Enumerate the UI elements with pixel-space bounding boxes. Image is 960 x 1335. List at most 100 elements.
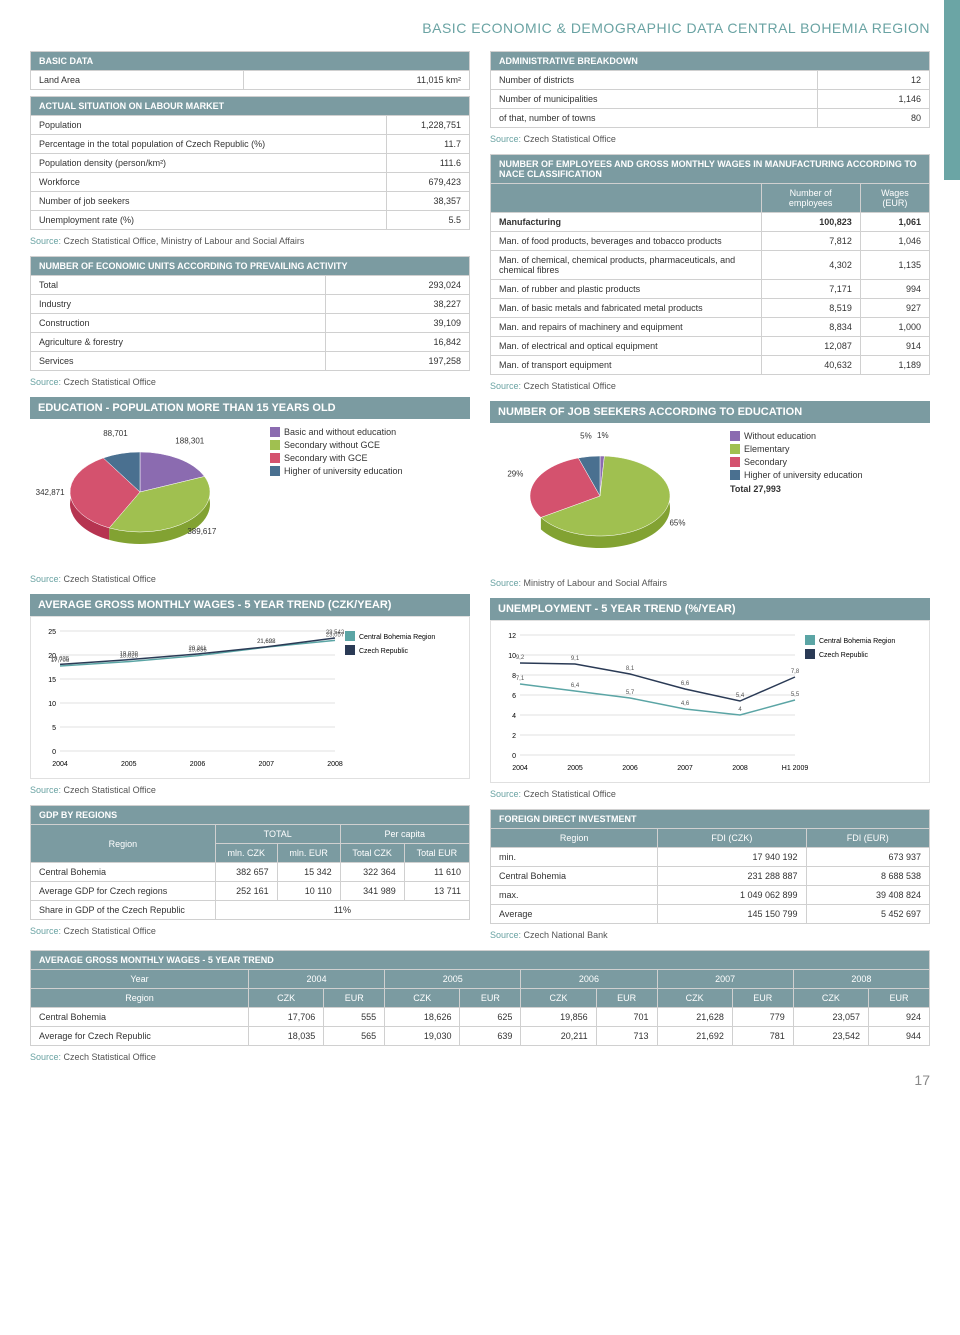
job-pie-legend: Without educationElementarySecondaryHigh… (730, 431, 863, 494)
svg-text:2006: 2006 (622, 765, 638, 772)
unemp-chart: 02468101220042005200620072008H1 20097,16… (490, 620, 930, 783)
table-row: Agriculture & forestry16,842 (31, 333, 470, 352)
legend-swatch (730, 470, 740, 480)
table-row: Population1,228,751 (31, 116, 470, 135)
svg-text:88,701: 88,701 (103, 429, 128, 438)
edu-pie-chart: 188,301389,617342,87188,701 (30, 427, 250, 570)
table-row: Number of districts12 (491, 71, 930, 90)
svg-text:4: 4 (512, 713, 516, 720)
edu-pie-header: EDUCATION - POPULATION MORE THAN 15 YEAR… (30, 397, 470, 419)
svg-text:2004: 2004 (52, 761, 68, 768)
svg-text:4: 4 (738, 707, 742, 713)
svg-text:0: 0 (52, 749, 56, 756)
table-row: Average for Czech Republic18,03556519,03… (31, 1027, 930, 1046)
page-number: 17 (30, 1072, 930, 1088)
fdi-table: FOREIGN DIRECT INVESTMENT Region FDI (CZ… (490, 809, 930, 924)
svg-text:5%: 5% (580, 432, 592, 441)
table-row: Central Bohemia231 288 8878 688 538 (491, 867, 930, 886)
table-row: Total293,024 (31, 276, 470, 295)
source-line: Source: Czech Statistical Office (30, 926, 470, 936)
table-row: Services197,258 (31, 352, 470, 371)
table-row: min.17 940 192673 937 (491, 848, 930, 867)
svg-text:5,7: 5,7 (626, 690, 635, 696)
svg-text:2008: 2008 (732, 765, 748, 772)
table-row: Man. of food products, beverages and tob… (491, 232, 930, 251)
legend-item: Higher of university education (730, 470, 863, 480)
svg-text:8,1: 8,1 (626, 666, 635, 672)
table-row: Land Area11,015 km² (31, 71, 470, 90)
source-line: Source: Czech Statistical Office (30, 574, 470, 584)
table-row: Workforce679,423 (31, 173, 470, 192)
legend-item: Higher of university education (270, 466, 403, 476)
wages-chart: 05101520252004200520062007200817,70618,6… (30, 616, 470, 779)
legend-swatch (730, 431, 740, 441)
svg-text:5,5: 5,5 (791, 692, 800, 698)
admin-table: ADMINISTRATIVE BREAKDOWN Number of distr… (490, 51, 930, 128)
basic-data-header: BASIC DATA (31, 52, 470, 71)
source-line: Source: Czech Statistical Office, Minist… (30, 236, 470, 246)
svg-text:2006: 2006 (190, 761, 206, 768)
table-row: max.1 049 062 89939 408 824 (491, 886, 930, 905)
source-line: Source: Czech Statistical Office (490, 134, 930, 144)
svg-text:2004: 2004 (512, 765, 528, 772)
svg-text:6: 6 (512, 693, 516, 700)
svg-text:Czech Republic: Czech Republic (359, 648, 409, 655)
svg-text:9,1: 9,1 (571, 656, 580, 662)
table-row: Construction39,109 (31, 314, 470, 333)
legend-item: Secondary without GCE (270, 440, 403, 450)
table-row: Man. of basic metals and fabricated meta… (491, 299, 930, 318)
svg-text:29%: 29% (507, 469, 523, 478)
legend-swatch (270, 427, 280, 437)
gdp-header: GDP BY REGIONS (31, 806, 470, 825)
legend-swatch (270, 440, 280, 450)
source-line: Source: Czech Statistical Office (30, 785, 470, 795)
svg-text:10: 10 (48, 701, 56, 708)
legend-item: Elementary (730, 444, 863, 454)
labour-header: ACTUAL SITUATION ON LABOUR MARKET (31, 97, 470, 116)
svg-text:Central Bohemia Region: Central Bohemia Region (359, 634, 435, 641)
svg-text:2005: 2005 (567, 765, 583, 772)
table-row: Man. of electrical and optical equipment… (491, 337, 930, 356)
svg-text:188,301: 188,301 (175, 437, 204, 446)
legend-item: Basic and without education (270, 427, 403, 437)
svg-text:2007: 2007 (258, 761, 274, 768)
legend-swatch (730, 444, 740, 454)
svg-text:H1 2009: H1 2009 (782, 765, 809, 772)
job-pie-header: NUMBER OF JOB SEEKERS ACCORDING TO EDUCA… (490, 401, 930, 423)
svg-text:1%: 1% (597, 431, 609, 440)
svg-text:25: 25 (48, 629, 56, 636)
svg-text:7,1: 7,1 (516, 676, 525, 682)
wage-trend-header: AVERAGE GROSS MONTHLY WAGES - 5 YEAR TRE… (31, 951, 930, 970)
table-row: Man. of rubber and plastic products7,171… (491, 280, 930, 299)
svg-text:Czech Republic: Czech Republic (819, 652, 869, 659)
table-row: Man. of chemical, chemical products, pha… (491, 251, 930, 280)
source-line: Source: Ministry of Labour and Social Af… (490, 578, 930, 588)
svg-text:342,871: 342,871 (36, 488, 65, 497)
table-row: Industry38,227 (31, 295, 470, 314)
legend-swatch (730, 457, 740, 467)
gdp-table: GDP BY REGIONS Region TOTAL Per capita m… (30, 805, 470, 920)
basic-data-table: BASIC DATA Land Area11,015 km² (30, 51, 470, 90)
svg-text:12: 12 (508, 633, 516, 640)
econ-units-table: NUMBER OF ECONOMIC UNITS ACCORDING TO PR… (30, 256, 470, 371)
econ-units-header: NUMBER OF ECONOMIC UNITS ACCORDING TO PR… (31, 257, 470, 276)
svg-text:0: 0 (512, 753, 516, 760)
table-row: Man. of transport equipment40,6321,189 (491, 356, 930, 375)
legend-item: Without education (730, 431, 863, 441)
table-row: of that, number of towns80 (491, 109, 930, 128)
svg-text:15: 15 (48, 677, 56, 684)
labour-table: ACTUAL SITUATION ON LABOUR MARKET Popula… (30, 96, 470, 230)
table-row: Central Bohemia382 65715 342322 36411 61… (31, 863, 470, 882)
svg-text:6,6: 6,6 (681, 681, 690, 687)
svg-text:6,4: 6,4 (571, 683, 580, 689)
fdi-header: FOREIGN DIRECT INVESTMENT (491, 810, 930, 829)
wage-trend-table: AVERAGE GROSS MONTHLY WAGES - 5 YEAR TRE… (30, 950, 930, 1046)
table-row: Number of municipalities1,146 (491, 90, 930, 109)
edu-pie-legend: Basic and without education Secondary wit… (270, 427, 403, 479)
svg-text:2007: 2007 (677, 765, 693, 772)
svg-text:19,030: 19,030 (120, 652, 139, 658)
legend-swatch (270, 466, 280, 476)
table-row: Unemployment rate (%)5.5 (31, 211, 470, 230)
svg-text:5: 5 (52, 725, 56, 732)
legend-item: Secondary with GCE (270, 453, 403, 463)
